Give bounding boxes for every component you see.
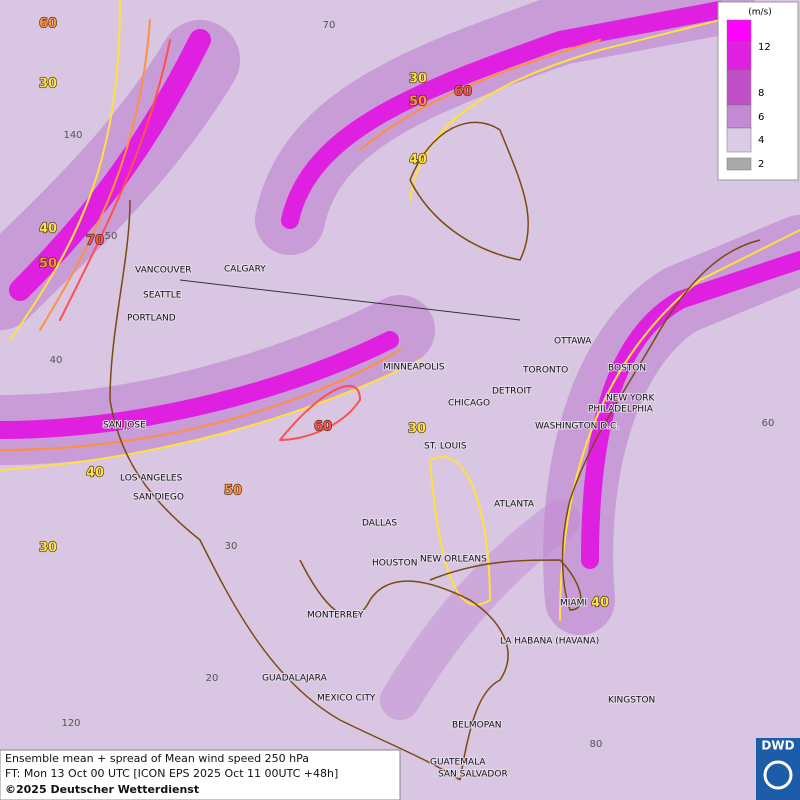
logo-box bbox=[756, 738, 800, 800]
contour-label: 50 bbox=[224, 484, 242, 499]
city-label: HOUSTON bbox=[372, 559, 417, 569]
caption-line: Ensemble mean + spread of Mean wind spee… bbox=[5, 752, 309, 765]
contour-label: 60 bbox=[39, 17, 57, 32]
grid-label: 140 bbox=[63, 130, 82, 141]
caption: Ensemble mean + spread of Mean wind spee… bbox=[0, 749, 401, 800]
city-label: MIAMI bbox=[560, 599, 587, 609]
contour-label: 30 bbox=[39, 541, 57, 556]
contour-label: 30 bbox=[39, 77, 57, 92]
logo-mark bbox=[763, 760, 793, 790]
city-label: MINNEAPOLIS bbox=[383, 363, 445, 373]
legend-swatch bbox=[726, 104, 752, 129]
grid-label: 40 bbox=[50, 355, 63, 366]
contour-label: 40 bbox=[409, 153, 427, 168]
city-label: SEATTLE bbox=[143, 291, 182, 301]
city-label: DETROIT bbox=[492, 387, 532, 397]
contour-label: 40 bbox=[86, 466, 104, 481]
city-label: MEXICO CITY bbox=[317, 694, 376, 704]
city-label: OTTAWA bbox=[554, 337, 592, 347]
legend-swatch bbox=[726, 19, 752, 43]
legend-label: 12 bbox=[758, 42, 771, 53]
city-label: ST. LOUIS bbox=[424, 442, 467, 452]
legend-scale: 12 8 6 4 2 bbox=[726, 19, 771, 171]
city-label: GUATEMALA bbox=[430, 758, 486, 768]
contour-label: 30 bbox=[409, 72, 427, 87]
legend-label: 6 bbox=[758, 112, 764, 123]
city-label: BELMOPAN bbox=[452, 721, 501, 731]
contour-label: 50 bbox=[39, 257, 57, 272]
legend-swatch bbox=[726, 69, 752, 106]
city-label: MONTERREY bbox=[307, 611, 364, 621]
city-label: TORONTO bbox=[522, 366, 568, 376]
grid-label: 30 bbox=[225, 541, 238, 552]
city-label: PHILADELPHIA bbox=[588, 405, 654, 415]
legend-label: 8 bbox=[758, 88, 764, 99]
city-label: WASHINGTON D.C. bbox=[535, 422, 619, 432]
city-label: VANCOUVER bbox=[135, 266, 192, 276]
city-label: CALGARY bbox=[224, 265, 266, 275]
legend-label: 2 bbox=[758, 159, 764, 170]
grid-label: 50 bbox=[105, 231, 118, 242]
caption-line: FT: Mon 13 Oct 00 UTC [ICON EPS 2025 Oct… bbox=[5, 767, 338, 780]
grid-label: 120 bbox=[61, 718, 80, 729]
legend-label: 4 bbox=[758, 135, 764, 146]
city-label: LA HABANA (HAVANA) bbox=[500, 637, 599, 647]
caption-box bbox=[0, 749, 401, 800]
caption-line: ©2025 Deutscher Wetterdienst bbox=[5, 783, 199, 796]
contour-label: 60 bbox=[454, 85, 472, 100]
city-label: NEW YORK bbox=[606, 394, 656, 404]
legend-swatch bbox=[726, 127, 752, 153]
city-label: GUADALAJARA bbox=[262, 674, 328, 684]
logo: DWD bbox=[756, 738, 800, 800]
map-labels: VANCOUVER CALGARY SEATTLE PORTLAND MINNEAPOL… bbox=[38, 16, 775, 781]
legend-unit: (m/s) bbox=[748, 8, 772, 18]
city-label: LOS ANGELES bbox=[120, 474, 183, 484]
wind-field bbox=[0, 0, 800, 720]
legend-swatch bbox=[726, 157, 752, 171]
logo-text: DWD bbox=[761, 739, 794, 753]
city-label: CHICAGO bbox=[448, 399, 490, 409]
legend: (m/s) 12 8 6 4 2 bbox=[717, 1, 799, 181]
city-label: SAN DIEGO bbox=[133, 493, 184, 503]
city-label: BOSTON bbox=[608, 364, 646, 374]
legend-swatch bbox=[726, 41, 752, 71]
contour-label: 60 bbox=[314, 420, 332, 435]
grid-label: 70 bbox=[323, 20, 336, 31]
contour-label: 40 bbox=[39, 222, 57, 237]
city-label: ATLANTA bbox=[494, 500, 535, 510]
city-label: SAN JOSE bbox=[103, 421, 146, 431]
contour-label: 50 bbox=[409, 95, 427, 110]
city-label: KINGSTON bbox=[608, 696, 655, 706]
grid-label: 20 bbox=[206, 673, 219, 684]
grid-label: 80 bbox=[590, 739, 603, 750]
grid-label: 60 bbox=[762, 418, 775, 429]
city-label: NEW ORLEANS bbox=[420, 555, 487, 565]
city-label: DALLAS bbox=[362, 519, 397, 529]
contour-label: 40 bbox=[591, 596, 609, 611]
city-label: PORTLAND bbox=[127, 314, 176, 324]
city-label: SAN SALVADOR bbox=[438, 770, 508, 780]
coastlines bbox=[109, 121, 761, 781]
contour-label: 70 bbox=[86, 234, 104, 249]
contour-label: 30 bbox=[408, 422, 426, 437]
